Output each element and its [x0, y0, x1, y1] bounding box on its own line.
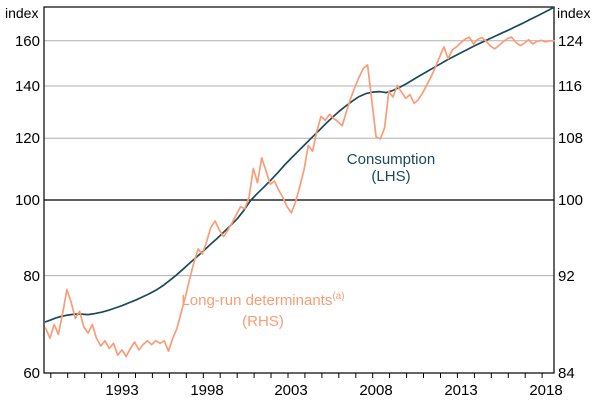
right-tick-100: 100 [558, 192, 584, 209]
x-label-2013: 2013 [444, 382, 478, 399]
right-tick-92: 92 [558, 268, 575, 285]
left-tick-160: 160 [14, 33, 40, 50]
left-tick-120: 120 [14, 130, 40, 147]
left-axis-unit: index [5, 5, 39, 21]
left-tick-60: 60 [23, 365, 40, 382]
x-label-1998: 1998 [190, 382, 224, 399]
left-tick-140: 140 [14, 78, 40, 95]
x-label-2008: 2008 [359, 382, 393, 399]
right-tick-124: 124 [558, 33, 584, 50]
left-tick-80: 80 [23, 268, 40, 285]
right-tick-84: 84 [558, 365, 575, 382]
footnote-marker: (a) [332, 291, 345, 302]
right-tick-116: 116 [558, 78, 582, 95]
x-label-1993: 1993 [105, 382, 139, 399]
longrun-series-label: Long-run determinants(a) (RHS) [181, 291, 345, 330]
left-tick-100: 100 [14, 192, 40, 209]
consumption-series-label: Consumption (LHS) [346, 151, 436, 185]
x-label-2003: 2003 [274, 382, 308, 399]
right-axis-unit: index [557, 5, 591, 21]
x-label-2018: 2018 [529, 382, 563, 399]
right-tick-108: 108 [558, 130, 584, 147]
